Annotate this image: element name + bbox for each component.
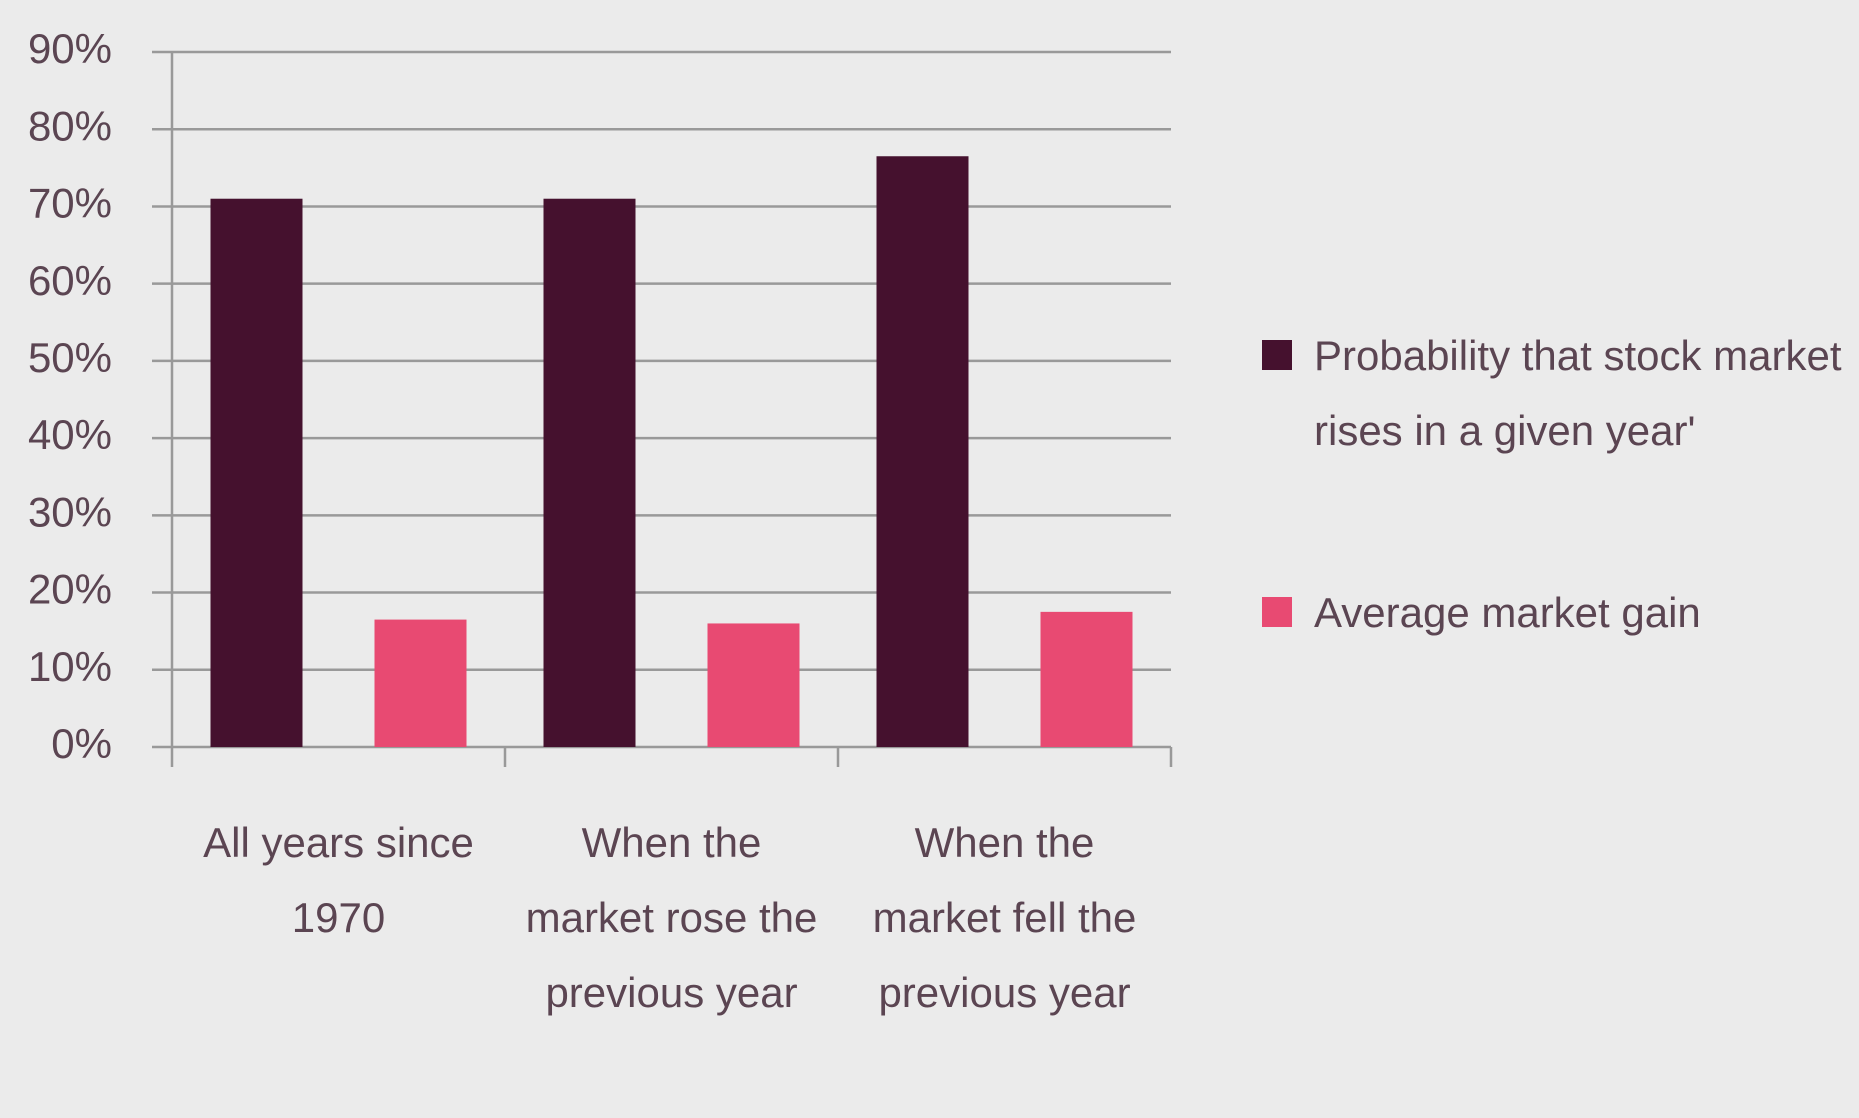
y-tick-label: 40% [28,411,112,458]
legend-swatch [1262,597,1292,627]
y-tick-label: 90% [28,25,112,72]
y-tick-label: 50% [28,334,112,381]
bar [876,156,969,747]
bar [543,198,636,747]
x-tick-label: All years since 1970 [203,819,474,941]
y-tick-label: 30% [28,488,112,535]
y-tick-label: 10% [28,643,112,690]
bar [707,623,800,747]
bar [210,198,303,747]
legend-label: Probability that stock market rises in a… [1314,332,1842,454]
x-tick-label: When the market rose the previous year [525,819,818,1016]
y-tick-label: 60% [28,257,112,304]
x-tick-label: When the market fell the previous year [872,819,1137,1016]
y-tick-label: 0% [51,720,112,767]
bar [1040,611,1133,747]
y-tick-label: 70% [28,180,112,227]
legend-item: Average market gain [1262,575,1842,650]
legend-swatch [1262,340,1292,370]
y-tick-label: 80% [28,102,112,149]
bar [374,619,467,747]
legend-item: Probability that stock market rises in a… [1262,318,1842,468]
y-tick-label: 20% [28,566,112,613]
legend-label: Average market gain [1314,589,1701,636]
